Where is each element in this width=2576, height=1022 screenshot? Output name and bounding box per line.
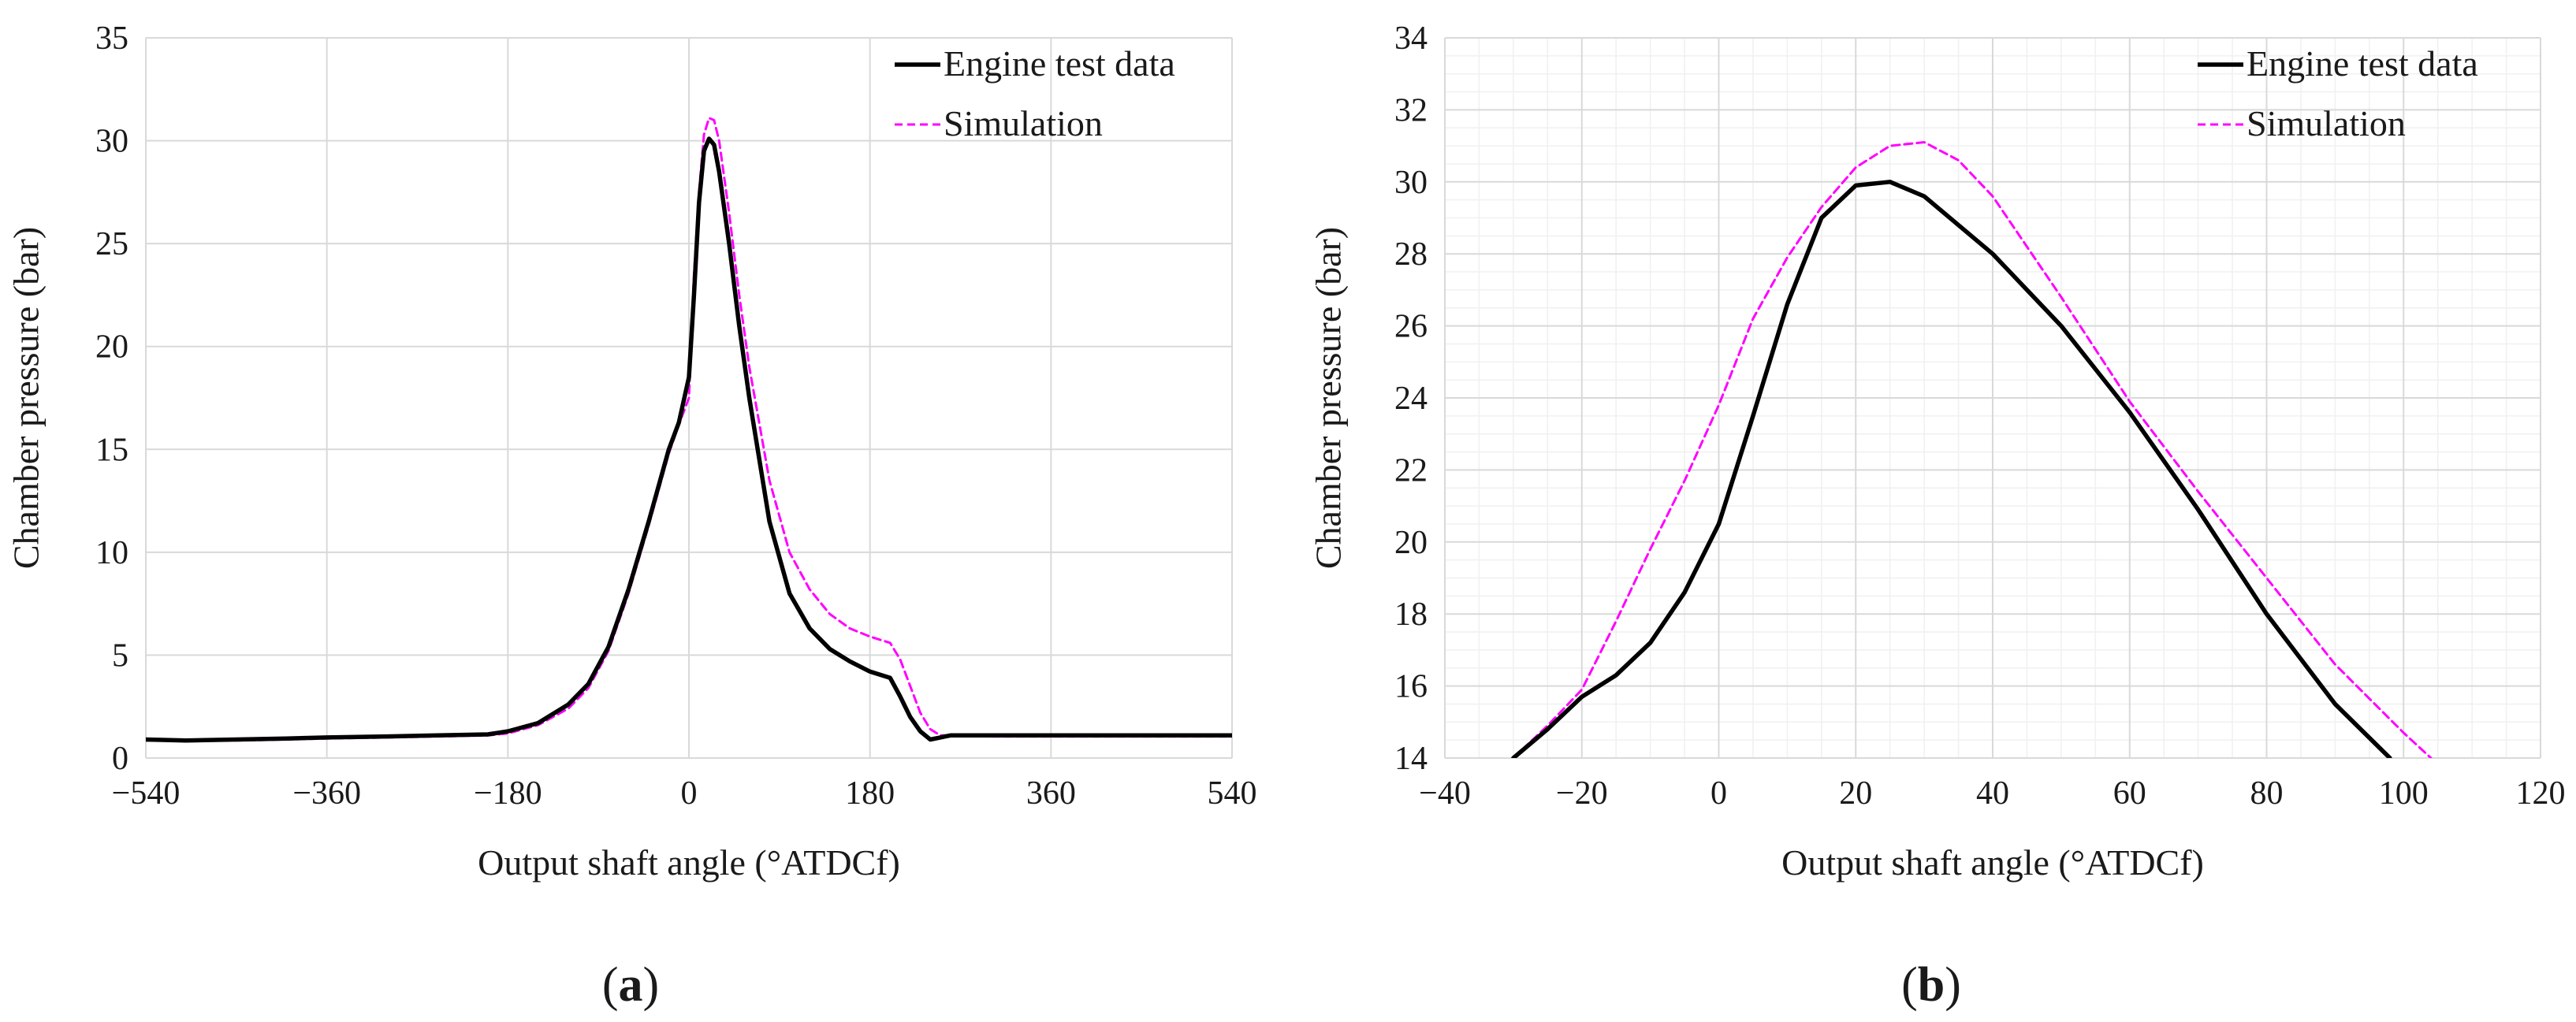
y-tick-label: 24 [1394, 381, 1428, 417]
y-tick-label: 32 [1394, 92, 1428, 128]
y-tick-label: 26 [1394, 309, 1428, 345]
series-line-engine-test-data [146, 136, 1232, 743]
y-tick-label: 30 [1394, 165, 1428, 201]
series-line-simulation [1512, 141, 2433, 758]
x-tick-label: −40 [1419, 775, 1471, 812]
x-tick-label: −20 [1556, 775, 1608, 812]
y-tick-label: 16 [1394, 669, 1428, 705]
y-tick-label: 20 [95, 329, 128, 366]
y-tick-label: 0 [112, 741, 128, 777]
x-tick-label: 120 [2516, 775, 2566, 812]
y-tick-label: 20 [1394, 525, 1428, 561]
chart-panel-a: −540 −360 −180 0 180 360 540 0 5 10 15 20 25 30 35 Outp… [6, 20, 1257, 1012]
legend-label: Engine test data [2247, 43, 2478, 84]
x-tick-label: 20 [1839, 775, 1872, 812]
x-tick-label: 0 [681, 775, 698, 812]
y-tick-label: 22 [1394, 452, 1428, 489]
legend-label: Engine test data [944, 43, 1175, 84]
x-tick-label: 360 [1026, 775, 1076, 812]
x-tick-label: 60 [2113, 775, 2146, 812]
panel-label: (b) [1901, 958, 1961, 1012]
y-tick-label: 35 [95, 20, 128, 57]
x-axis-label: Output shaft angle (°ATDCf) [1781, 842, 2204, 883]
y-tick-label: 5 [112, 637, 128, 674]
y-tick-label: 34 [1394, 20, 1428, 57]
y-tick-label: 10 [95, 535, 128, 571]
y-tick-label: 28 [1394, 236, 1428, 273]
legend-label: Simulation [944, 103, 1103, 143]
y-axis-label: Chamber pressure (bar) [6, 227, 47, 569]
y-tick-label: 14 [1394, 741, 1428, 777]
x-tick-label: 80 [2250, 775, 2284, 812]
panel-label: (a) [602, 958, 659, 1012]
y-tick-label: 15 [95, 432, 128, 468]
x-tick-label: −540 [112, 775, 181, 812]
x-tick-label: 0 [1711, 775, 1727, 812]
y-tick-label: 25 [95, 226, 128, 262]
x-tick-label: 180 [845, 775, 895, 812]
legend-label: Simulation [2247, 103, 2406, 143]
x-axis-label: Output shaft angle (°ATDCf) [478, 842, 900, 883]
series-line-engine-test-data [1511, 180, 2392, 758]
x-tick-label: 540 [1208, 775, 1257, 812]
y-axis-label: Chamber pressure (bar) [1308, 227, 1349, 569]
x-tick-label: −360 [292, 775, 361, 812]
y-tick-label: 18 [1394, 596, 1428, 633]
y-tick-label: 30 [95, 124, 128, 160]
x-tick-label: 40 [1976, 775, 2009, 812]
x-tick-label: 100 [2379, 775, 2429, 812]
x-tick-label: −180 [474, 775, 542, 812]
chart-panel-b: −40 −20 0 20 40 60 80 100 120 14 16 18 20 22 24 26 28 30 3… [1308, 20, 2566, 1012]
